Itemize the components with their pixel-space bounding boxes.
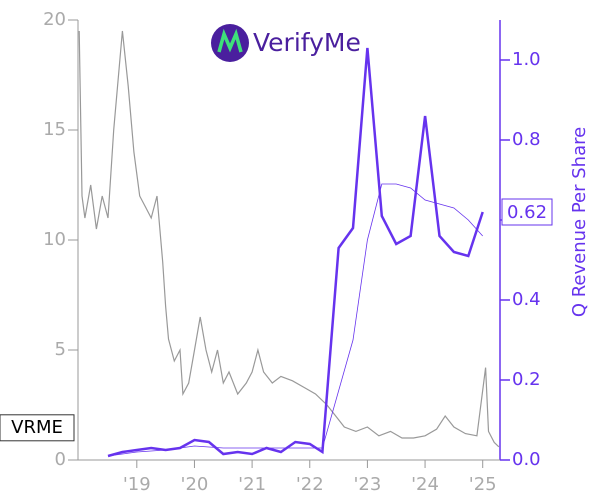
legend-box: [0, 414, 75, 442]
y-tick-label: 5: [55, 339, 66, 360]
y2-tick-label: 0.2: [512, 369, 541, 390]
logo-icon: [211, 24, 249, 62]
y2-axis-label: Q Revenue Per Share: [569, 127, 590, 317]
series-line: [107, 183, 483, 457]
logo-text: VerifyMe: [253, 28, 361, 57]
series-line: [78, 30, 500, 448]
x-tick-label: '23: [353, 474, 381, 495]
series-line: [107, 47, 484, 458]
y2-tick-label: 1.0: [512, 49, 541, 70]
x-tick-label: '19: [123, 474, 151, 495]
x-tick-label: '24: [411, 474, 439, 495]
x-tick-label: '20: [181, 474, 209, 495]
y2-tick-label: 0.0: [512, 449, 541, 470]
value-label: 0.62: [507, 202, 547, 223]
y-tick-label: 15: [43, 119, 66, 140]
value-label-box: [501, 198, 553, 226]
y-tick-label: 0: [55, 449, 66, 470]
legend-label: VRME: [11, 417, 63, 438]
y2-tick-label: 0.4: [512, 289, 541, 310]
y-tick-label: 20: [43, 9, 66, 30]
x-tick-label: '21: [238, 474, 266, 495]
y-tick-label: 10: [43, 229, 66, 250]
x-tick-label: '25: [469, 474, 497, 495]
x-tick-label: '22: [296, 474, 324, 495]
logo-mark: [217, 28, 243, 53]
y2-tick-label: 0.8: [512, 129, 541, 150]
logo: VerifyMe: [211, 24, 361, 62]
